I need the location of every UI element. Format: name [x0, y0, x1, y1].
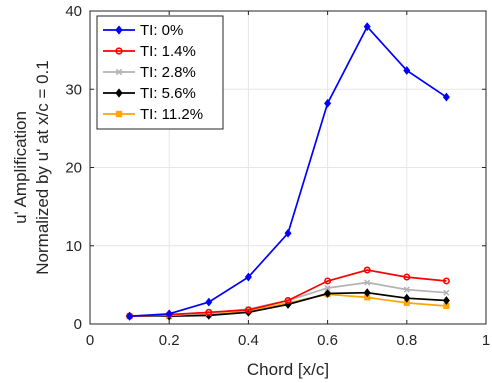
series-group: [126, 22, 450, 321]
data-point: [403, 293, 411, 303]
y-tick-label: 40: [65, 3, 82, 20]
data-point: [324, 277, 332, 285]
legend-label: TI: 0%: [140, 22, 183, 39]
data-point-stroke: [364, 279, 371, 286]
legend-label: TI: 2.8%: [140, 64, 196, 81]
legend-label: TI: 11.2%: [140, 106, 203, 123]
data-point: [115, 110, 123, 118]
legend-item: TI: 5.6%: [103, 85, 196, 102]
legend-item: TI: 1.4%: [103, 43, 196, 60]
data-point: [115, 88, 123, 98]
series-3: [126, 279, 450, 320]
data-point-stroke: [115, 68, 123, 76]
x-tick-label: 0.2: [159, 332, 180, 349]
data-point: [244, 306, 252, 314]
legend-label: TI: 5.6%: [140, 85, 196, 102]
x-axis-label: Chord [x/c]: [247, 360, 329, 379]
x-tick-label: 0: [86, 332, 94, 349]
legend-item: TI: 0%: [103, 22, 183, 39]
data-point: [364, 279, 371, 286]
series-line: [129, 269, 447, 318]
x-tick-label: 0.4: [238, 332, 259, 349]
data-point: [284, 297, 292, 305]
y-tick-label: 10: [65, 238, 82, 255]
y-axis-label-line-1: u' Amplification: [11, 111, 30, 224]
data-point: [115, 47, 123, 55]
y-tick-label: 30: [65, 81, 82, 98]
x-tick-label: 1: [482, 332, 490, 349]
data-point-stroke: [443, 289, 450, 296]
data-point: [403, 286, 410, 293]
data-point: [443, 289, 450, 296]
data-point: [442, 92, 450, 102]
data-point: [324, 98, 332, 108]
data-point: [363, 288, 371, 298]
y-axis-label: u' Amplification Normalized by u' at x/c…: [11, 60, 52, 274]
data-point: [363, 266, 371, 274]
series-1: [126, 22, 450, 321]
data-point: [403, 273, 411, 281]
y-axis-label-line-2: Normalized by u' at x/c = 0.1: [33, 60, 52, 274]
y-tick-label: 0: [74, 316, 82, 333]
data-point: [403, 66, 411, 75]
legend-item: TI: 11.2%: [103, 106, 203, 123]
legend-item: TI: 2.8%: [103, 64, 196, 81]
data-point: [363, 22, 371, 32]
data-point-stroke: [403, 286, 410, 293]
data-point: [205, 308, 213, 316]
data-point: [244, 272, 252, 282]
data-point: [126, 311, 134, 321]
data-point: [284, 228, 292, 238]
data-point: [165, 309, 173, 319]
data-point: [324, 284, 331, 292]
data-point: [115, 68, 123, 76]
x-tick-label: 0.8: [396, 332, 417, 349]
x-tick-label: 0.6: [317, 332, 338, 349]
data-point: [442, 277, 450, 285]
data-point: [324, 289, 332, 298]
data-point-stroke: [324, 284, 331, 292]
legend-label: TI: 1.4%: [140, 43, 196, 60]
legend: TI: 0% TI: 1.4% TI: 2.8% TI: 5.6% TI: 11.2%: [96, 15, 224, 130]
y-tick-label: 20: [65, 160, 82, 177]
data-point: [205, 297, 213, 307]
data-point: [115, 25, 123, 35]
data-point: [442, 296, 450, 305]
